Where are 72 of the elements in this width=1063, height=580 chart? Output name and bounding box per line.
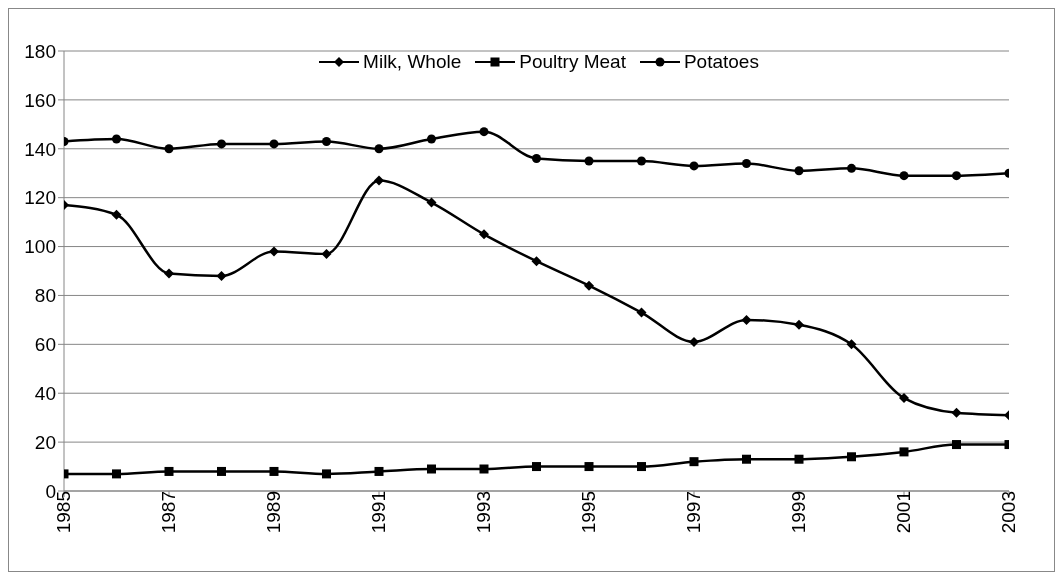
y-tick-label: 160: [24, 89, 56, 111]
point: [532, 154, 541, 164]
point: [794, 454, 804, 464]
point: [847, 452, 856, 462]
point: [216, 270, 227, 281]
legend-label: Poultry Meat: [519, 51, 626, 73]
y-tick-label: 100: [24, 236, 56, 258]
point: [741, 314, 752, 325]
point: [636, 307, 647, 318]
point: [269, 466, 279, 476]
point: [374, 144, 384, 154]
point: [479, 464, 489, 474]
y-tick-label: 180: [24, 40, 56, 62]
y-tick-label: 80: [34, 285, 56, 307]
y-tick-label: 20: [34, 431, 56, 453]
point: [112, 469, 121, 479]
point: [479, 229, 489, 240]
point: [531, 256, 542, 267]
x-tick-label: 1995: [578, 491, 600, 534]
y-tick-label: 120: [24, 187, 56, 209]
point: [374, 466, 384, 476]
point: [847, 163, 856, 173]
point: [689, 161, 699, 171]
point: [951, 407, 962, 418]
point: [269, 246, 279, 257]
point: [217, 466, 226, 476]
point: [637, 462, 646, 472]
point: [952, 171, 961, 181]
x-tick-label: 2003: [998, 491, 1020, 534]
point: [426, 197, 437, 208]
point: [164, 268, 174, 279]
point: [689, 457, 699, 467]
x-tick-label: 1987: [158, 491, 180, 534]
point: [899, 171, 909, 181]
point: [321, 248, 332, 259]
x-tick-label: 1997: [683, 491, 705, 534]
point: [637, 156, 646, 166]
point: [899, 393, 909, 404]
point: [164, 144, 174, 154]
legend-label: Milk, Whole: [363, 51, 462, 73]
point: [217, 139, 226, 149]
point: [374, 175, 384, 186]
point: [111, 209, 122, 220]
point: [322, 469, 331, 479]
point: [742, 158, 751, 168]
point: [427, 134, 436, 144]
x-tick-label: 1991: [368, 491, 390, 534]
point: [479, 127, 489, 137]
point: [532, 462, 541, 472]
point: [846, 339, 857, 350]
y-tick-label: 60: [34, 334, 56, 356]
x-tick-label: 1993: [473, 491, 495, 534]
point: [794, 166, 804, 176]
point: [584, 280, 594, 291]
point: [899, 447, 909, 457]
point: [269, 139, 279, 149]
point: [584, 156, 594, 166]
point: [742, 454, 751, 464]
x-tick-label: 1999: [788, 491, 810, 534]
y-tick-label: 40: [34, 382, 56, 404]
point: [322, 136, 331, 146]
point: [952, 440, 961, 450]
point: [427, 464, 436, 474]
point: [112, 134, 121, 144]
point: [164, 466, 174, 476]
point: [584, 462, 594, 472]
legend-label: Potatoes: [683, 51, 759, 73]
x-tick-label: 1989: [263, 491, 285, 534]
y-tick-label: 140: [24, 138, 56, 160]
point: [689, 336, 699, 347]
point: [794, 319, 804, 330]
x-tick-label: 2001: [893, 491, 915, 534]
